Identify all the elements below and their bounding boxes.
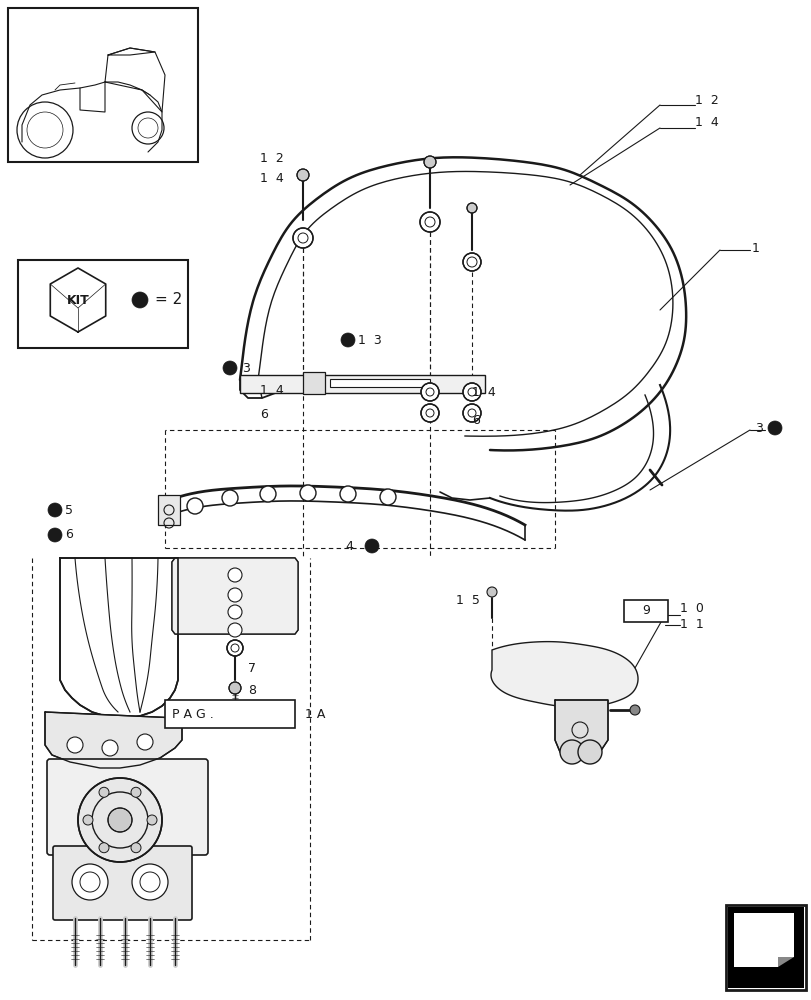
- Bar: [725, 905, 805, 990]
- Circle shape: [72, 864, 108, 900]
- Text: 1  0: 1 0: [679, 601, 703, 614]
- Circle shape: [420, 404, 439, 422]
- Circle shape: [228, 605, 242, 619]
- Circle shape: [365, 539, 379, 553]
- Text: 1  4: 1 4: [694, 116, 718, 129]
- Circle shape: [297, 169, 309, 181]
- Text: 6: 6: [65, 528, 73, 542]
- Text: 1  1: 1 1: [679, 618, 703, 632]
- Circle shape: [223, 361, 237, 375]
- Bar: [329, 379, 430, 387]
- Circle shape: [132, 292, 148, 308]
- Bar: [165, 700, 294, 728]
- Circle shape: [293, 228, 312, 248]
- Bar: [623, 600, 667, 622]
- Circle shape: [629, 705, 639, 715]
- Circle shape: [260, 486, 276, 502]
- Text: 7: 7: [247, 662, 255, 674]
- Circle shape: [341, 333, 354, 347]
- Text: 1  4: 1 4: [471, 386, 496, 399]
- Circle shape: [228, 623, 242, 637]
- Bar: [727, 907, 803, 988]
- Circle shape: [419, 212, 440, 232]
- Bar: [158, 495, 180, 525]
- Circle shape: [131, 787, 141, 797]
- Circle shape: [132, 864, 168, 900]
- Circle shape: [48, 503, 62, 517]
- Text: 3: 3: [754, 422, 762, 434]
- Text: KIT: KIT: [67, 294, 89, 306]
- Circle shape: [299, 485, 315, 501]
- Circle shape: [78, 778, 162, 862]
- Text: 1  5: 1 5: [456, 593, 479, 606]
- Circle shape: [102, 740, 118, 756]
- Polygon shape: [60, 558, 178, 718]
- Circle shape: [228, 588, 242, 602]
- FancyBboxPatch shape: [240, 375, 484, 393]
- Polygon shape: [172, 558, 298, 634]
- Circle shape: [577, 740, 601, 764]
- Text: 5: 5: [65, 504, 73, 516]
- Circle shape: [340, 486, 355, 502]
- Text: P A G .: P A G .: [172, 708, 213, 720]
- Circle shape: [487, 587, 496, 597]
- Polygon shape: [45, 712, 182, 768]
- Text: 6: 6: [260, 408, 268, 422]
- Circle shape: [227, 640, 242, 656]
- Circle shape: [99, 787, 109, 797]
- Circle shape: [147, 815, 157, 825]
- Circle shape: [462, 253, 480, 271]
- Text: 4: 4: [345, 540, 353, 552]
- Circle shape: [229, 682, 241, 694]
- Text: 9: 9: [642, 604, 649, 617]
- Text: 1  2: 1 2: [694, 94, 718, 107]
- Circle shape: [462, 404, 480, 422]
- Bar: [303, 372, 324, 394]
- Circle shape: [83, 815, 93, 825]
- Text: 1  4: 1 4: [260, 172, 283, 185]
- Polygon shape: [777, 957, 793, 967]
- Circle shape: [560, 740, 583, 764]
- Circle shape: [221, 490, 238, 506]
- Circle shape: [137, 734, 152, 750]
- Polygon shape: [554, 700, 607, 758]
- Circle shape: [67, 737, 83, 753]
- Polygon shape: [491, 642, 637, 707]
- Circle shape: [462, 383, 480, 401]
- Text: 8: 8: [247, 684, 255, 696]
- Circle shape: [187, 498, 203, 514]
- Text: 1  4: 1 4: [260, 383, 283, 396]
- Circle shape: [48, 528, 62, 542]
- Polygon shape: [733, 913, 793, 967]
- FancyBboxPatch shape: [53, 846, 191, 920]
- Circle shape: [466, 203, 476, 213]
- Text: 6: 6: [471, 414, 479, 426]
- Bar: [18, 260, 188, 348]
- Circle shape: [420, 383, 439, 401]
- Bar: [8, 8, 198, 162]
- Circle shape: [767, 421, 781, 435]
- Text: 3: 3: [242, 361, 250, 374]
- Text: 1  2: 1 2: [260, 152, 283, 165]
- Circle shape: [228, 568, 242, 582]
- Text: 1: 1: [751, 241, 759, 254]
- Text: = 2: = 2: [155, 292, 182, 308]
- Circle shape: [423, 156, 436, 168]
- Text: 1 A: 1 A: [305, 708, 325, 720]
- Circle shape: [131, 843, 141, 853]
- Circle shape: [99, 843, 109, 853]
- Text: 1  3: 1 3: [358, 334, 381, 347]
- Circle shape: [108, 808, 132, 832]
- Circle shape: [380, 489, 396, 505]
- FancyBboxPatch shape: [47, 759, 208, 855]
